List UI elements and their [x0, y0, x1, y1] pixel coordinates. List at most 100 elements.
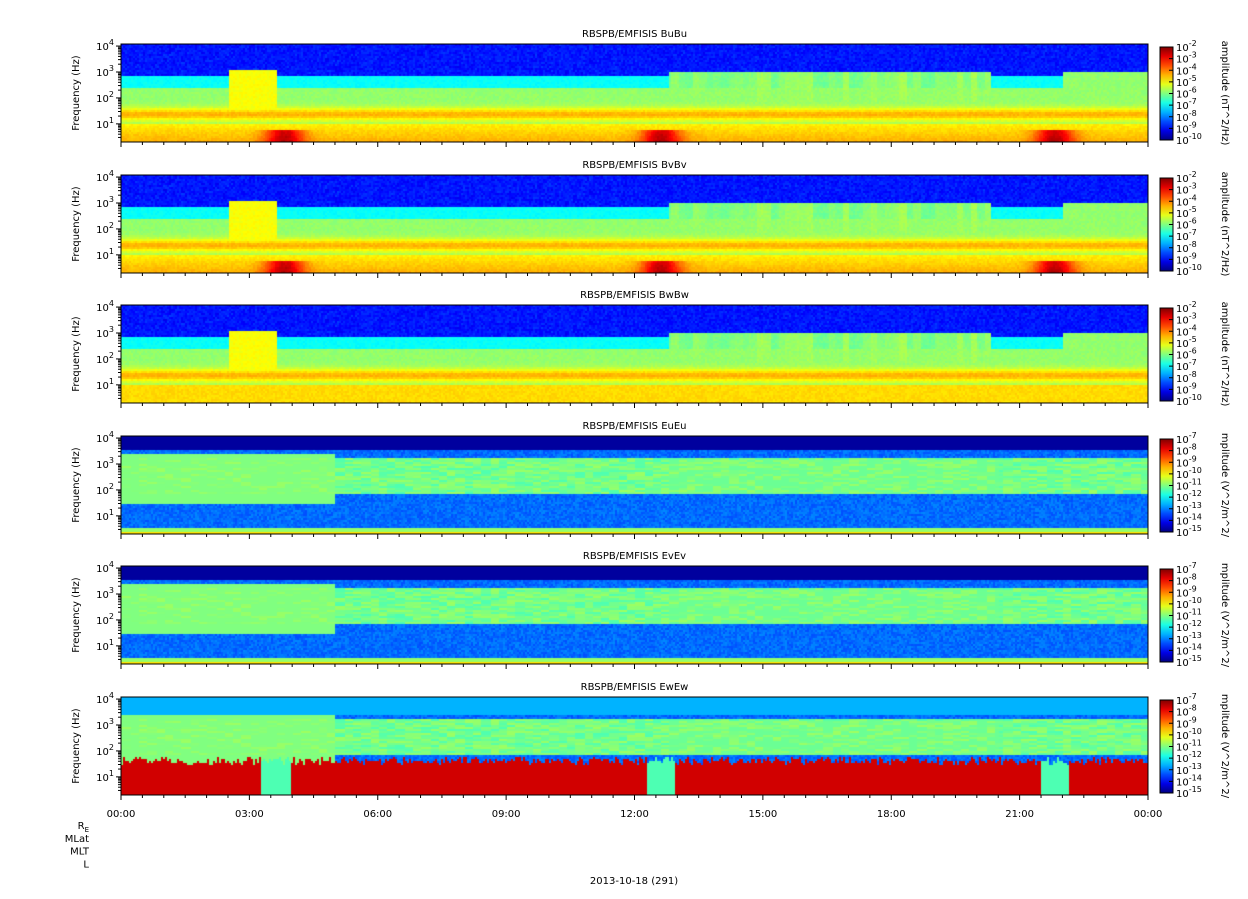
y-tick-label: 101: [96, 638, 114, 653]
x-tick-label: 12:00: [620, 809, 649, 820]
x-tick-label: 15:00: [748, 809, 777, 820]
colorbar-tick-label: 10-2: [1176, 300, 1197, 315]
y-tick-label: 104: [96, 38, 114, 53]
spectrogram-image: [121, 175, 1148, 273]
time-axis: 00:00 03:00 06:00 09:00 12:00 15:00 18:00 21:00…: [107, 809, 1163, 887]
colorbar-tick-label: 10-8: [1176, 704, 1197, 719]
y-tick-label: 102: [96, 90, 114, 105]
colorbar-tick-label: 10-10: [1176, 727, 1202, 742]
colorbar-label: mplitude (V^2/m^2/: [1219, 563, 1230, 668]
panel-title: RBSPB/EMFISIS EvEv: [583, 551, 686, 562]
panel-1: RBSPB/EMFISIS BuBu 101 102 103 104 Frequency …: [71, 29, 1230, 147]
colorbar-tick-label: 10-12: [1176, 750, 1202, 765]
colorbar-tick-label: 10-14: [1176, 642, 1202, 657]
y-tick-label: 103: [96, 586, 114, 601]
panel-5: RBSPB/EMFISIS EvEv 101 102 103 104 Frequency …: [71, 551, 1230, 669]
colorbar-tick-label: 10-7: [1176, 228, 1197, 243]
colorbar-tick-label: 10-9: [1176, 715, 1197, 730]
y-tick-label: 103: [96, 64, 114, 79]
colorbar-tick-label: 10-8: [1176, 443, 1197, 458]
x-axis-date-label: 2013-10-18 (291): [590, 876, 678, 887]
y-tick-label: 104: [96, 430, 114, 445]
y-tick-label: 101: [96, 116, 114, 131]
colorbar-tick-label: 10-7: [1176, 561, 1197, 576]
panel-title: RBSPB/EMFISIS BvBv: [582, 160, 686, 171]
orbit-row-label: MLT: [70, 847, 90, 858]
colorbar-tick-label: 10-9: [1176, 251, 1197, 266]
colorbar-tick-label: 10-6: [1176, 347, 1197, 362]
y-tick-label: 104: [96, 299, 114, 314]
colorbar-tick-label: 10-12: [1176, 619, 1202, 634]
panel-title: RBSPB/EMFISIS BuBu: [582, 29, 687, 40]
y-tick-label: 102: [96, 221, 114, 236]
spectrogram-image: [121, 305, 1148, 403]
colorbar-tick-label: 10-3: [1176, 51, 1197, 66]
colorbar-tick-label: 10-10: [1176, 466, 1202, 481]
panel-title: RBSPB/EMFISIS EwEw: [581, 682, 689, 693]
colorbar-tick-label: 10-11: [1176, 608, 1202, 623]
x-tick-label: 00:00: [107, 809, 136, 820]
panel-title: RBSPB/EMFISIS EuEu: [582, 421, 686, 432]
colorbar-tick-label: 10-2: [1176, 39, 1197, 54]
x-tick-label: 00:00: [1134, 809, 1163, 820]
y-axis-label: Frequency (Hz): [71, 447, 82, 523]
orbit-row-label: RE: [78, 821, 89, 834]
colorbar-tick-label: 10-11: [1176, 739, 1202, 754]
colorbar-tick-label: 10-11: [1176, 478, 1202, 493]
colorbar-label: amplitude (nT^2/Hz): [1219, 302, 1230, 407]
y-tick-label: 103: [96, 195, 114, 210]
colorbar-tick-label: 10-2: [1176, 170, 1197, 185]
colorbar-tick-label: 10-7: [1176, 692, 1197, 707]
panel-title: RBSPB/EMFISIS BwBw: [580, 290, 689, 301]
x-tick-label: 06:00: [363, 809, 392, 820]
colorbar-tick-label: 10-9: [1176, 584, 1197, 599]
x-tick-label: 18:00: [877, 809, 906, 820]
spectrogram-image: [121, 697, 1148, 795]
colorbar-tick-label: 10-7: [1176, 97, 1197, 112]
y-tick-label: 101: [96, 247, 114, 262]
colorbar-tick-label: 10-14: [1176, 512, 1202, 527]
colorbar-tick-label: 10-13: [1176, 501, 1202, 516]
colorbar-tick-label: 10-9: [1176, 454, 1197, 469]
colorbar-tick-label: 10-7: [1176, 431, 1197, 446]
colorbar-tick-label: 10-8: [1176, 109, 1197, 124]
y-axis-label: Frequency (Hz): [71, 55, 82, 131]
colorbar-tick-label: 10-5: [1176, 335, 1197, 350]
y-axis-label: Frequency (Hz): [71, 708, 82, 784]
colorbar-tick-label: 10-13: [1176, 762, 1202, 777]
colorbar-tick-label: 10-8: [1176, 370, 1197, 385]
y-tick-label: 101: [96, 377, 114, 392]
colorbar-tick-label: 10-10: [1176, 132, 1202, 147]
x-tick-label: 09:00: [492, 809, 521, 820]
panels-layer: RBSPB/EMFISIS BuBu 101 102 103 104 Frequency …: [71, 29, 1230, 800]
colorbar-tick-label: 10-8: [1176, 573, 1197, 588]
colorbar-tick-label: 10-4: [1176, 323, 1197, 338]
panel-6: RBSPB/EMFISIS EwEw 101 102 103 104 Frequency …: [71, 682, 1230, 800]
y-tick-label: 104: [96, 560, 114, 575]
colorbar-tick-label: 10-4: [1176, 193, 1197, 208]
x-tick-label: 21:00: [1005, 809, 1034, 820]
y-tick-label: 102: [96, 351, 114, 366]
colorbar-label: amplitude (nT^2/Hz): [1219, 172, 1230, 277]
y-axis-label: Frequency (Hz): [71, 186, 82, 262]
y-tick-label: 104: [96, 691, 114, 706]
colorbar-tick-label: 10-5: [1176, 205, 1197, 220]
orbit-row-label: L: [83, 859, 89, 870]
colorbar-tick-label: 10-12: [1176, 489, 1202, 504]
y-tick-label: 103: [96, 717, 114, 732]
colorbar-tick-label: 10-15: [1176, 524, 1202, 539]
y-tick-label: 102: [96, 743, 114, 758]
panel-4: RBSPB/EMFISIS EuEu 101 102 103 104 Frequency …: [71, 421, 1230, 539]
y-tick-label: 102: [96, 482, 114, 497]
y-axis-label: Frequency (Hz): [71, 577, 82, 653]
y-axis-label: Frequency (Hz): [71, 316, 82, 392]
spectrogram-image: [121, 436, 1148, 534]
colorbar-tick-label: 10-15: [1176, 654, 1202, 669]
y-tick-label: 101: [96, 769, 114, 784]
y-tick-label: 104: [96, 169, 114, 184]
colorbar-tick-label: 10-10: [1176, 263, 1202, 278]
colorbar-tick-label: 10-5: [1176, 74, 1197, 89]
colorbar-label: mplitude (V^2/m^2/: [1219, 433, 1230, 538]
